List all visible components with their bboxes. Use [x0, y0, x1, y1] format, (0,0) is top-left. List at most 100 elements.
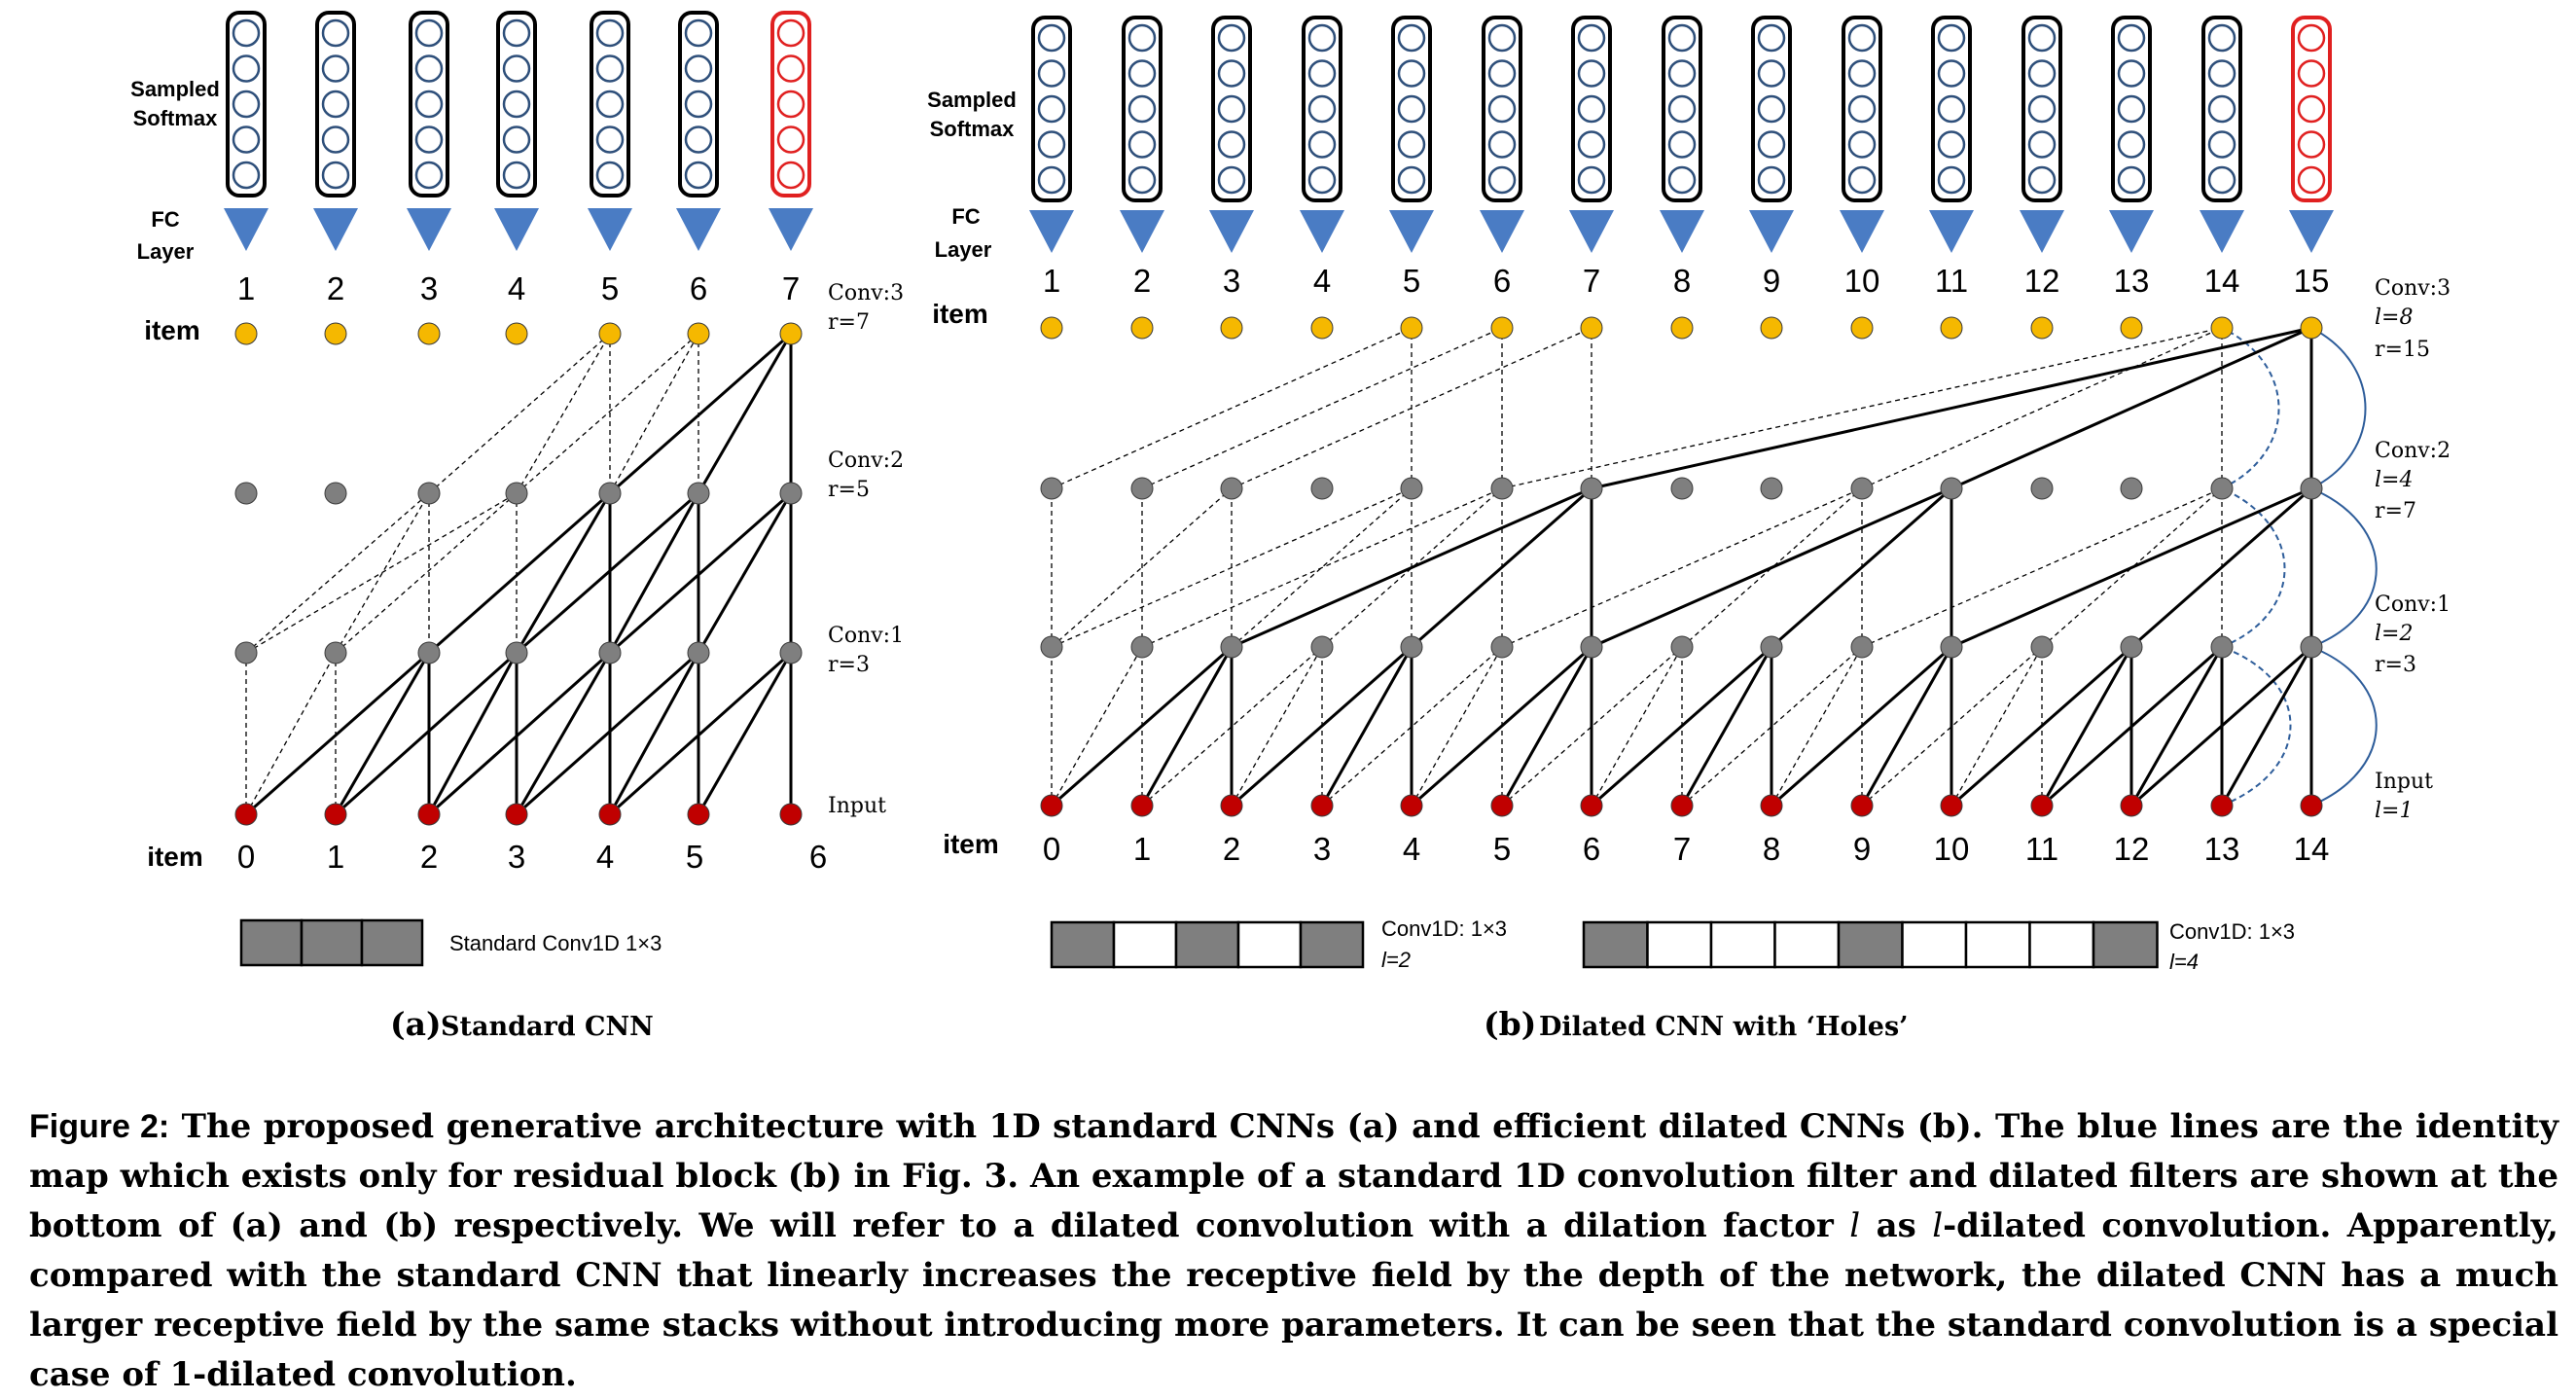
a-input-node	[417, 803, 441, 826]
a-filter-cell	[239, 918, 304, 967]
a-input-number: 6	[809, 839, 827, 875]
a-solid-edge	[608, 492, 700, 654]
b-fc-triangle	[1929, 210, 1974, 253]
b-softmax-unit	[1037, 59, 1066, 88]
a-conv2-node	[324, 482, 347, 505]
b-input-node	[1670, 794, 1694, 817]
b-filter2-cell	[1709, 920, 1776, 969]
b-softmax-unit	[1487, 94, 1517, 124]
b-input-number: 3	[1313, 831, 1331, 867]
b-input-node	[2210, 794, 2234, 817]
a-conv1-node	[417, 641, 441, 664]
a-input-number: 0	[237, 839, 255, 875]
a-softmax-unit	[684, 126, 713, 154]
b-softmax-unit	[1667, 165, 1697, 195]
a-item-node	[505, 322, 528, 345]
b-identity-curve-dashed	[2221, 327, 2280, 489]
b-output-number: 8	[1673, 263, 1691, 299]
b-solid-edge	[2220, 646, 2313, 807]
b-conv1-node	[2120, 635, 2143, 659]
b-softmax-unit	[1037, 23, 1066, 53]
b-softmax-unit	[2117, 23, 2146, 53]
a-solid-edge	[428, 491, 611, 655]
b-identity-curve-dashed	[2221, 487, 2286, 648]
a-conv1-node	[598, 641, 622, 664]
a-item-top-label: item	[144, 315, 200, 345]
b-softmax-unit	[1757, 94, 1786, 124]
a-filter-cell	[360, 918, 424, 967]
a-softmax-unit	[414, 54, 444, 83]
b-dashed-edge	[1501, 487, 1863, 648]
b-item-node	[1940, 316, 1963, 340]
b-item-node	[1580, 316, 1603, 340]
b-conv2-node	[1400, 477, 1423, 500]
b-output-number: 4	[1313, 263, 1331, 299]
a-softmax-unit	[684, 18, 713, 48]
b-softmax-unit	[1397, 130, 1426, 159]
a-softmax-unit	[414, 161, 444, 190]
a-solid-edge	[335, 651, 518, 816]
b-fc-triangle	[2289, 210, 2334, 253]
figure-diagram: 1 2 3 4 5 6 7SampledSoftmaxFCLayeritemitemConv…	[130, 11, 2451, 1043]
a-solid-edge	[609, 332, 792, 495]
b-conv1-node	[1580, 635, 1603, 659]
a-dashed-edge	[245, 492, 518, 654]
b-softmax-unit	[2297, 165, 2326, 195]
a-item-node	[324, 322, 347, 345]
a-softmax-unit	[776, 126, 805, 154]
b-input-node	[1040, 794, 1063, 817]
b-dashed-edge	[1411, 646, 1503, 807]
b-fc-triangle	[1749, 210, 1794, 253]
b-dashed-edge	[1231, 646, 1323, 807]
b-input-node	[1130, 794, 1154, 817]
b-softmax-unit	[1487, 59, 1517, 88]
a-dashed-edge	[428, 333, 611, 494]
panel-b-nodes	[1040, 316, 2323, 817]
b-softmax-unit	[1937, 94, 1966, 124]
b-layer-label: Layer	[935, 237, 992, 262]
a-conv2-node	[234, 482, 258, 505]
a-input-number: 3	[508, 839, 525, 875]
panel-b-labels: 1 2 3 4 5 6 7 8 9 10 11 12 13 14 15SampledSoftmaxFCLay…	[927, 88, 2451, 1043]
a-item-node	[687, 322, 710, 345]
b-output-number: 10	[1844, 263, 1880, 299]
b-softmax-unit	[1577, 59, 1606, 88]
b-solid-edge	[2040, 646, 2133, 807]
panel-a-edges	[245, 332, 793, 816]
b-softmax-unit	[1937, 23, 1966, 53]
b-input-number: 10	[1934, 831, 1970, 867]
b-fc-triangle	[1300, 210, 1344, 253]
a-softmax-unit	[684, 161, 713, 190]
b-subcaption-text: Dilated CNN with ‘Holes’	[1539, 1012, 1909, 1042]
a-softmax-label: Softmax	[133, 106, 219, 130]
b-input-node	[2120, 794, 2143, 817]
b-fc-triangle	[1209, 210, 1254, 253]
a-softmax-unit	[321, 126, 350, 154]
a-conv1-node	[505, 641, 528, 664]
b-input-number: 9	[1853, 831, 1871, 867]
b-input-node	[1940, 794, 1963, 817]
b-input-node	[1850, 794, 1874, 817]
b-softmax-unit	[1757, 59, 1786, 88]
b-filter1-label: Conv1D: 1×3	[1381, 916, 1507, 941]
b-softmax-unit	[1037, 165, 1066, 195]
a-output-number: 6	[690, 270, 707, 306]
a-solid-edge	[609, 651, 792, 816]
b-conv1-node	[1670, 635, 1694, 659]
b-softmax-unit	[1037, 130, 1066, 159]
a-softmax-unit	[595, 90, 625, 119]
a-conv1-node	[324, 641, 347, 664]
b-layer-label-text: Conv:1	[2375, 592, 2451, 617]
b-dashed-edge	[1051, 646, 1143, 807]
panel-a-labels: 1 2 3 4 5 6 7 Sampled Softmax FC Layer item item Conv…	[130, 77, 904, 1043]
b-input-number: 14	[2294, 831, 2330, 867]
b-softmax-unit	[1937, 59, 1966, 88]
b-output-number: 12	[2024, 263, 2060, 299]
b-softmax-unit	[1307, 165, 1337, 195]
b-conv2-node	[1940, 477, 1963, 500]
b-softmax-unit	[2027, 165, 2057, 195]
a-solid-edge	[516, 491, 699, 655]
b-softmax-unit	[1217, 94, 1246, 124]
b-input-number: 7	[1673, 831, 1691, 867]
b-conv2-node	[2120, 477, 2143, 500]
